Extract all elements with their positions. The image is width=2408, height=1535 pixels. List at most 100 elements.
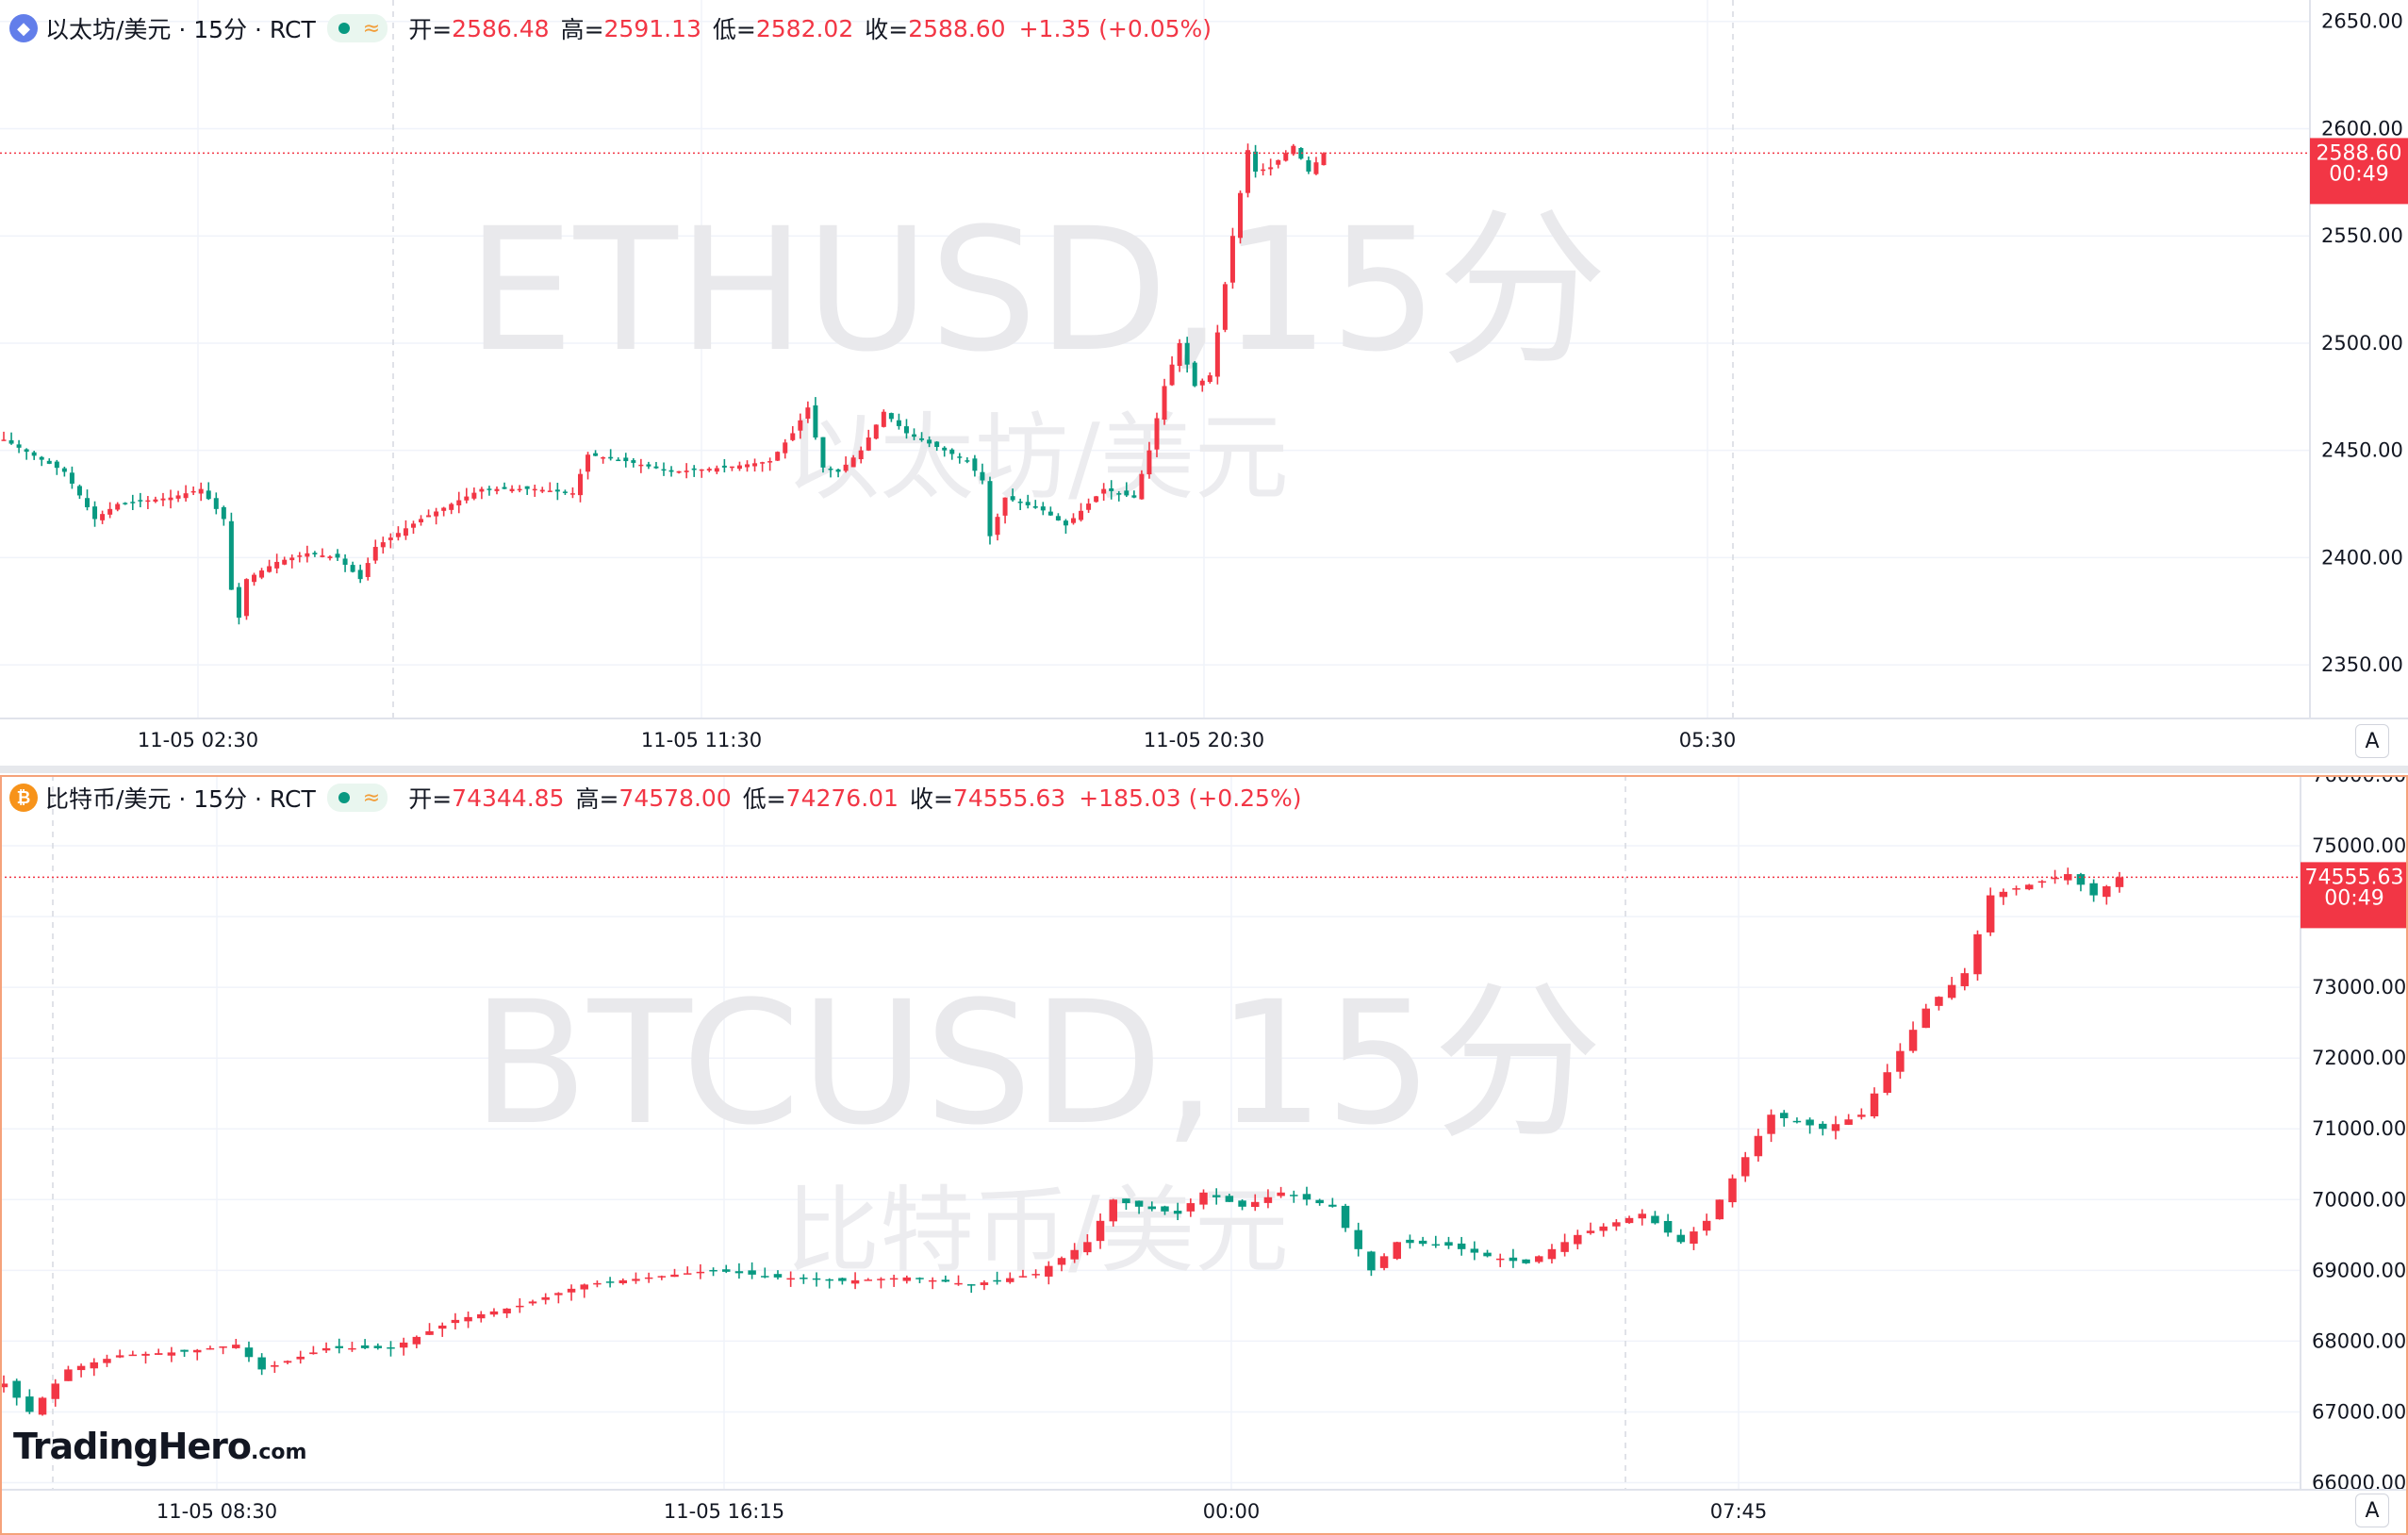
candle-body [1070,1249,1079,1260]
candle-body [858,450,864,460]
candle [1214,324,1220,385]
candle [257,1353,266,1376]
candle-body [1238,1200,1246,1207]
candle-body [100,514,106,520]
candle [539,487,545,493]
candle-body [1018,1276,1028,1278]
candle [709,1267,717,1277]
eth-x-ticks: 11-05 02:30 11-05 11:30 11-05 20:30 05:30 [138,729,1736,751]
candle-body [1522,1259,1530,1263]
candle-body [1212,1195,1221,1197]
candle-body [775,452,781,461]
candle [657,1275,667,1280]
candle-body [1184,342,1190,365]
candle-body [980,471,985,481]
candle [601,456,606,464]
candle-body [668,470,674,472]
candle-body [1214,332,1220,377]
candle-body [297,555,303,557]
candle [1806,1117,1814,1134]
candle-body [259,570,265,578]
candle [1086,498,1092,513]
candle [1245,143,1251,198]
candle [825,1278,833,1289]
eth-price-axis [2310,0,2408,718]
candle-body [16,444,22,448]
candle-body [644,1277,653,1279]
candle-body [1574,1234,1582,1245]
wave-icon: ≈ [362,785,381,810]
candle [1483,1249,1492,1258]
candle [902,1275,912,1284]
eth-status-pill[interactable]: ≈ [326,14,388,42]
candle-body [198,488,204,494]
eth-autoscale-button[interactable]: A [2355,724,2389,758]
candle [941,1275,950,1283]
candle [934,440,940,452]
eth-legend: ◆ 以太坊/美元 · 15分 · RCT ≈ 开= 2586.48 高= 2591.… [9,11,1212,45]
x-tick-label: 00:00 [1203,1500,1261,1523]
eth-symbol-title[interactable]: 以太坊/美元 · 15分 · RCT [45,16,316,43]
y-tick-label: 72000.00 [2312,1047,2406,1069]
candle-body [638,464,644,467]
candle [888,412,894,422]
candle-body [1186,1203,1196,1212]
candle [1199,378,1205,392]
candle-body [987,481,993,536]
candle-body [232,1345,240,1348]
candle [335,549,340,561]
candle-body [1229,236,1235,283]
candle-body [1947,984,1956,999]
eth-open-label: 开= [408,16,453,43]
x-tick-label: 07:45 [1710,1500,1768,1523]
candle-body [115,503,121,510]
candle [554,483,560,501]
candle [2103,884,2111,905]
candle-body [123,503,128,504]
btc-chart[interactable]: BTCUSD,15分 比特币/美元 66000.0067000.0068000.… [0,775,2408,1535]
candle-body [902,1277,912,1281]
candle [360,1339,370,1349]
candle-body [1313,162,1319,174]
eth-high-value: 2591.13 [603,14,701,42]
candle-body [618,1279,628,1284]
panel-divider[interactable] [0,766,2408,773]
candle [580,1283,588,1298]
candle [1047,506,1053,517]
candle [748,1262,756,1279]
candle [1973,930,1982,982]
btc-status-pill[interactable]: ≈ [326,784,388,812]
candle [100,510,106,524]
candle [1139,470,1145,500]
candle-body [1495,1258,1505,1261]
candle-body [1986,895,1995,933]
candle [644,1272,653,1283]
candle-body [456,500,462,505]
candle-body [927,439,932,444]
candle-body [850,457,856,468]
candle-body [593,1282,602,1285]
btc-autoscale-button[interactable]: A [2355,1494,2389,1527]
candle-body [1096,1220,1105,1242]
eth-watermark-sub: 以太坊/美元 [785,403,1289,513]
candle-body [39,456,44,460]
candle [357,564,363,584]
btc-symbol-title[interactable]: 比特币/美元 · 15分 · RCT [45,785,316,813]
candle [1328,1197,1337,1208]
candle-body [915,1278,924,1279]
candle [51,1378,59,1407]
candle [1045,1261,1053,1285]
candle [528,1299,537,1306]
eth-chart[interactable]: ETHUSD,15分 以太坊/美元 2350.002400.002450.002… [0,0,2408,766]
candle-body [928,1279,937,1282]
candle [1431,1235,1441,1248]
candle [1379,1253,1389,1271]
candle [696,1263,705,1279]
candle-body [1131,495,1137,498]
candle [54,459,59,475]
candle [274,553,280,574]
candle-body [1321,153,1327,166]
candle-body [1715,1199,1724,1220]
candle-body [1870,1093,1879,1116]
candle [206,482,211,501]
